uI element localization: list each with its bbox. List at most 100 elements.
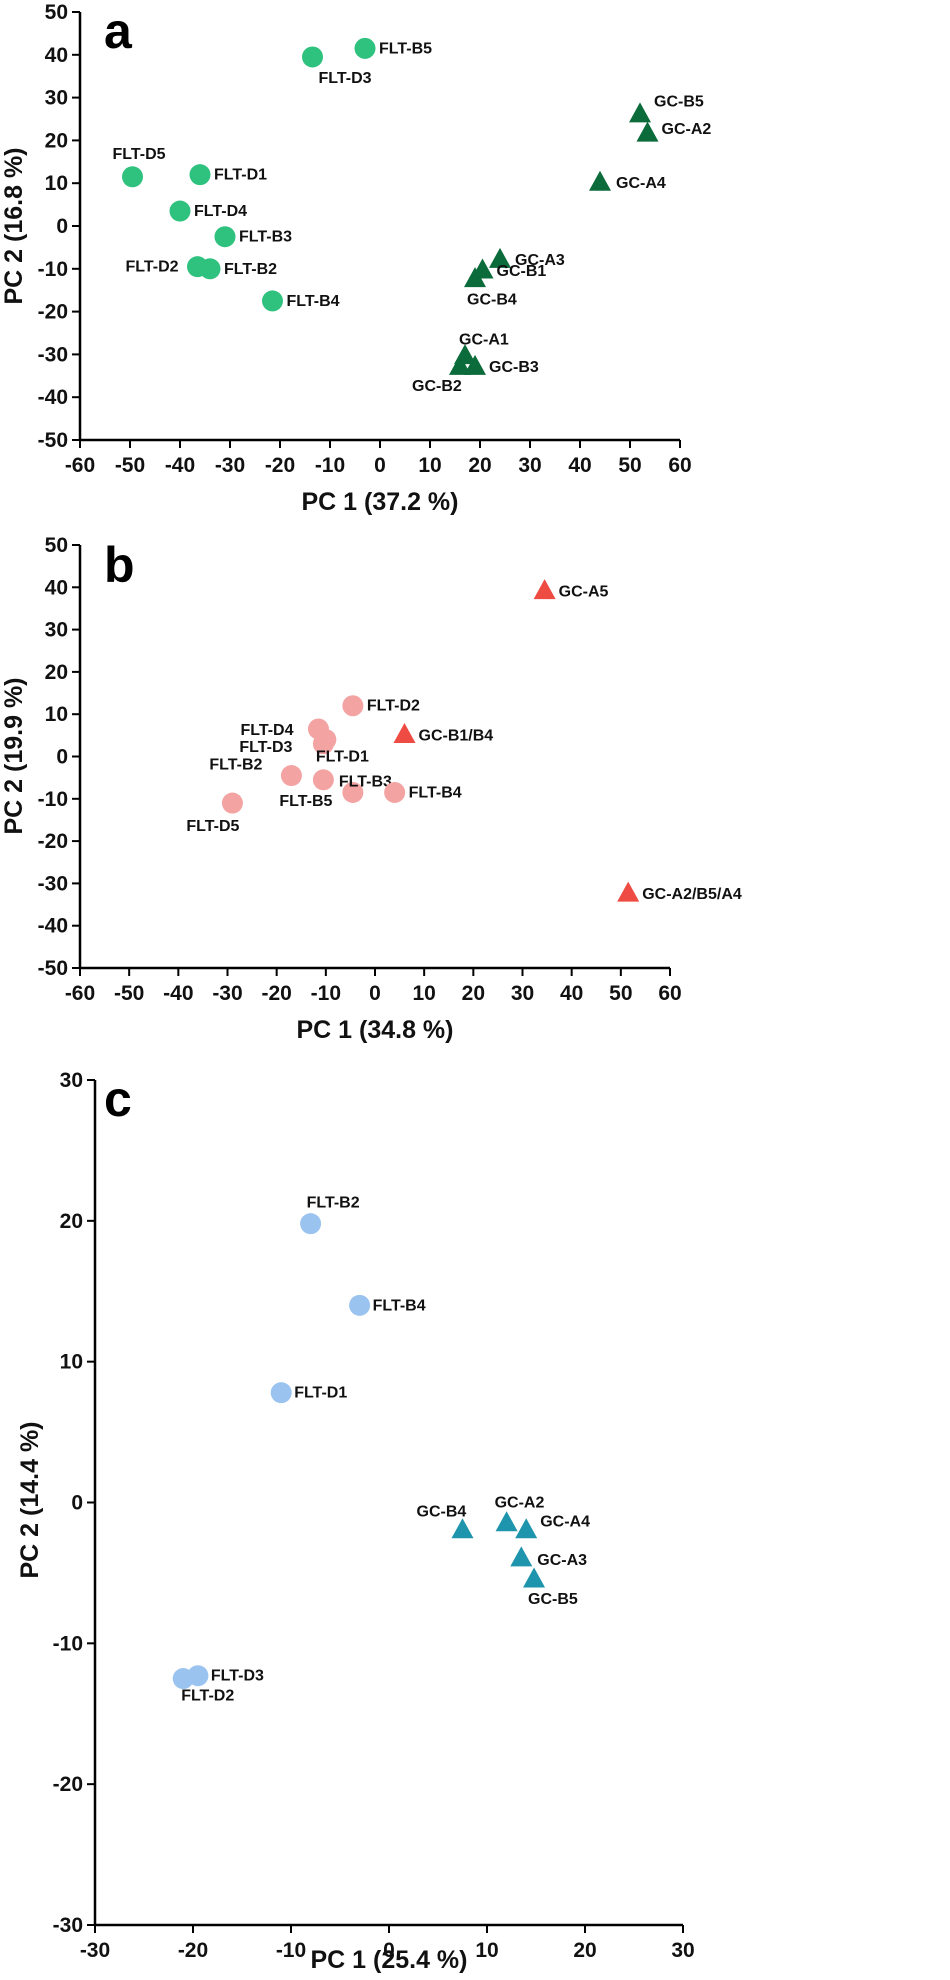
data-point-circle [342, 695, 364, 717]
point-label: FLT-D4 [194, 203, 247, 220]
data-point-triangle [464, 267, 486, 288]
y-tick-label: 50 [45, 1, 68, 24]
data-point-circle [221, 792, 243, 814]
x-tick-label: 0 [369, 982, 381, 1005]
x-tick-label: 20 [468, 454, 491, 477]
point-label: FLT-D1 [214, 167, 267, 184]
y-tick-label: 10 [45, 172, 68, 195]
y-tick-label: 0 [56, 746, 68, 769]
y-tick-label: -10 [53, 1632, 83, 1655]
x-tick-label: -30 [80, 1939, 110, 1962]
data-point-triangle [636, 121, 659, 142]
y-tick-label: -10 [38, 258, 68, 281]
point-label: GC-A3 [537, 1552, 587, 1569]
point-label: GC-B1 [497, 263, 547, 280]
point-label: FLT-B3 [339, 773, 392, 790]
point-label: GC-B5 [654, 94, 704, 111]
y-tick-label: -40 [38, 386, 68, 409]
data-point-triangle [495, 1511, 518, 1532]
x-tick-label: 10 [412, 982, 435, 1005]
y-tick-label: -20 [38, 301, 68, 324]
point-label: FLT-D3 [239, 739, 292, 756]
panel-c: -30 -20 -10 0 10 20 30 -30 -20 -10 0 10 20 30 PC 1 (25… [16, 1069, 695, 1974]
y-tick-label: 30 [60, 1069, 83, 1092]
point-label: GC-B4 [417, 1504, 467, 1521]
y-axis-title: PC 2 (14.4 %) [16, 1421, 44, 1578]
point-label: FLT-B5 [379, 40, 432, 57]
data-point-circle [354, 37, 376, 59]
y-tick-label: -10 [38, 788, 68, 811]
data-point-circle [300, 1213, 322, 1235]
point-label: FLT-D4 [240, 722, 293, 739]
x-tick-label: -10 [311, 982, 341, 1005]
point-label: GC-B2 [412, 378, 462, 395]
y-tick-label: 30 [45, 619, 68, 642]
y-tick-label: -30 [53, 1914, 83, 1937]
x-tick-label: -60 [65, 982, 95, 1005]
x-tick-label: 20 [462, 982, 485, 1005]
point-label: FLT-D2 [367, 698, 420, 715]
y-axis-title: PC 2 (19.9 %) [0, 677, 28, 834]
y-tick-label: 10 [45, 703, 68, 726]
x-tick-label: -10 [276, 1939, 306, 1962]
point-label: FLT-D2 [181, 1688, 234, 1705]
data-point-triangle [393, 722, 416, 743]
y-tick-label: -50 [38, 957, 68, 980]
y-tick-label: 0 [56, 215, 68, 238]
data-point-triangle [617, 881, 640, 902]
panel-letter: a [104, 3, 133, 59]
point-label: FLT-D3 [319, 70, 372, 87]
point-label: FLT-D2 [126, 259, 179, 276]
x-tick-label: 40 [560, 982, 583, 1005]
point-label: GC-B3 [489, 359, 539, 376]
data-point-triangle [451, 1518, 474, 1539]
y-tick-label: 10 [60, 1351, 83, 1374]
y-tick-label: -40 [38, 915, 68, 938]
y-tick-label: 20 [45, 661, 68, 684]
point-label: GC-A2 [662, 121, 712, 138]
x-tick-label: 60 [658, 982, 681, 1005]
data-point-circle [199, 258, 221, 280]
x-tick-label: 30 [671, 1939, 694, 1962]
x-tick-label: -60 [65, 454, 95, 477]
y-tick-label: -30 [38, 872, 68, 895]
point-label: FLT-B2 [224, 261, 277, 278]
data-point-triangle [489, 247, 511, 268]
point-label: FLT-B2 [209, 757, 262, 774]
panel-letter: c [104, 1071, 132, 1127]
panel-letter: b [104, 537, 135, 593]
point-label: GC-B1/B4 [419, 727, 494, 744]
data-point-circle [214, 226, 236, 248]
x-tick-label: -40 [163, 982, 193, 1005]
data-point-triangle [629, 102, 651, 123]
y-tick-label: -20 [53, 1773, 83, 1796]
data-point-triangle [589, 170, 611, 191]
x-tick-label: 40 [568, 454, 591, 477]
x-tick-label: 0 [374, 454, 386, 477]
point-label: FLT-B4 [373, 1297, 426, 1314]
x-tick-label: 10 [418, 454, 441, 477]
point-label: FLT-B4 [287, 293, 340, 310]
point-label: GC-A2 [495, 1495, 545, 1512]
point-label: FLT-B4 [409, 784, 462, 801]
data-point-circle [384, 781, 406, 803]
x-tick-label: 0 [383, 1939, 395, 1962]
point-label: FLT-D3 [211, 1668, 264, 1685]
x-tick-label: -20 [261, 982, 291, 1005]
x-tick-label: -30 [212, 982, 242, 1005]
y-tick-label: 20 [45, 129, 68, 152]
data-point-circle [189, 164, 211, 186]
data-point-triangle [515, 1518, 538, 1539]
point-label: GC-A3 [515, 252, 565, 269]
point-label: GC-B5 [528, 1591, 578, 1608]
point-label: FLT-B5 [279, 793, 332, 810]
point-label: FLT-D1 [316, 749, 369, 766]
x-tick-label: -50 [115, 454, 145, 477]
point-label: FLT-B2 [307, 1195, 360, 1212]
data-point-triangle [464, 354, 486, 375]
point-label: GC-A1 [459, 332, 509, 349]
y-tick-label: 40 [45, 576, 68, 599]
